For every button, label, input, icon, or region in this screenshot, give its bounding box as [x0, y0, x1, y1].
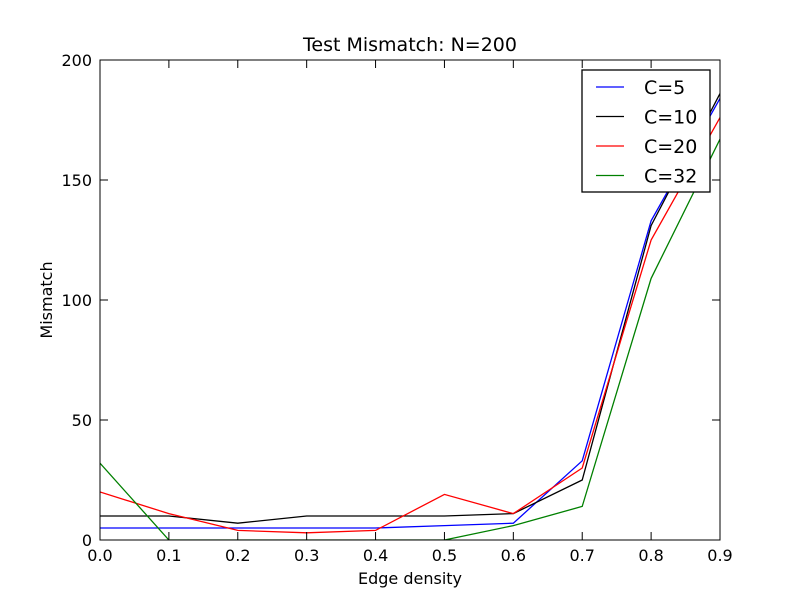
legend-label: C=10: [644, 107, 697, 129]
y-tick-label: 100: [61, 291, 92, 310]
x-tick-label: 0.0: [87, 546, 112, 565]
chart-title: Test Mismatch: N=200: [302, 34, 517, 56]
x-tick-label: 0.6: [501, 546, 526, 565]
y-tick-label: 0: [82, 531, 92, 550]
x-tick-label: 0.8: [638, 546, 663, 565]
y-tick-label: 150: [61, 171, 92, 190]
x-tick-label: 0.7: [569, 546, 594, 565]
x-tick-label: 0.4: [363, 546, 388, 565]
legend-box: [581, 69, 711, 193]
ticks-layer: 0.0 0.1 0.2 0.3 0.4 0.5 0.6 0.7 0.8 0.9 0 50 100 150 2…: [61, 51, 732, 565]
series-layer: [100, 93, 720, 540]
legend: C=5 C=10 C=20 C=32: [581, 69, 711, 193]
series-line-c-5: [100, 98, 720, 529]
x-tick-label: 0.9: [707, 546, 732, 565]
legend-label: C=20: [644, 136, 697, 158]
y-axis-label: Mismatch: [37, 261, 56, 338]
x-axis-label: Edge density: [358, 569, 462, 588]
x-tick-label: 0.2: [225, 546, 250, 565]
x-tick-label: 0.1: [156, 546, 181, 565]
y-tick-label: 50: [72, 411, 92, 430]
x-tick-label: 0.3: [294, 546, 319, 565]
series-line-c-20: [100, 117, 720, 534]
y-tick-label: 200: [61, 51, 92, 70]
series-line-c-32: [100, 138, 720, 540]
legend-label: C=5: [644, 77, 685, 99]
x-tick-label: 0.5: [432, 546, 457, 565]
legend-label: C=32: [644, 166, 697, 188]
